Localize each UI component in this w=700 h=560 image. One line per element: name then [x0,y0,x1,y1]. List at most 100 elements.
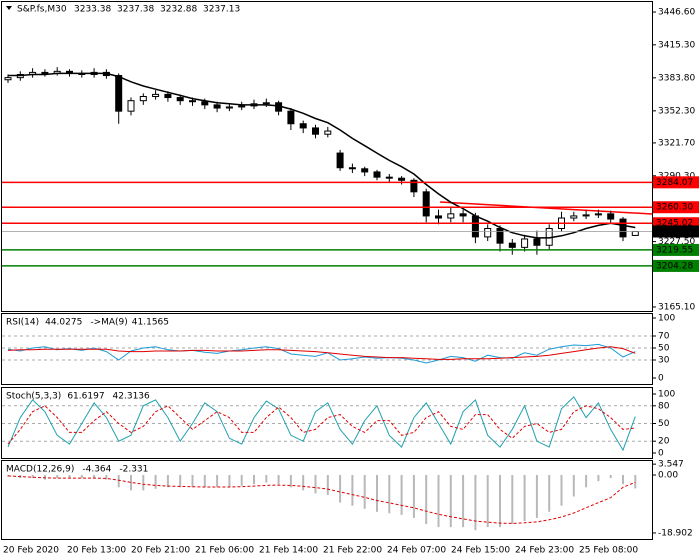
candle-body [176,97,184,102]
x-tick-label: 20 Feb 21:00 [131,546,190,556]
candle-body [410,179,418,193]
y-tick-label: 50 [658,344,670,354]
symbol-title: S&P.fs,M30 [17,5,67,15]
ma-label: ->MA(9) [90,318,127,328]
level-label: 3260.30 [656,203,693,213]
trend-line [439,201,653,215]
ohlc-value: 3232.88 [160,5,197,15]
level-label: 3245.02 [656,219,693,229]
panel-title: MACD(12,26,9) [6,465,74,475]
panel-title: RSI(14) [6,318,39,328]
x-tick-label: 24 Feb 15:00 [451,546,510,556]
level-label-box [653,243,699,256]
candle-body [189,100,196,103]
candle-body [398,177,406,181]
y-tick-label: 70 [658,332,670,342]
menu-arrow [6,6,12,10]
candle-body [287,110,295,125]
y-tick-label: 3227.50 [658,237,695,247]
indicator-value: 42.3136 [113,392,150,402]
x-tick-label: 25 Feb 08:00 [579,546,638,556]
y-tick-label: 30 [658,356,670,366]
y-tick-label: -18.902 [658,528,693,538]
candle-body [607,213,615,220]
x-tick-label: 21 Feb 06:00 [195,546,254,556]
candle-body [41,71,49,74]
y-tick-label: 100 [658,314,675,324]
ohlc-value: 3237.38 [117,5,154,15]
level-label: 3284.07 [656,178,693,188]
y-tick-label: 0.00 [658,471,678,481]
y-tick-label: 3383.80 [658,73,695,83]
candle-body [582,214,590,217]
y-tick-label: 20 [658,437,670,447]
candle-body [348,167,356,170]
candle-body [238,105,246,108]
y-tick-label: 3290.30 [658,171,695,181]
candle-body [312,127,319,135]
x-tick-label: 24 Feb 23:00 [515,546,574,556]
indicator-value: -2.331 [119,465,148,475]
ohlc-value: 3237.13 [203,5,240,15]
indicator-line [7,346,636,360]
candle-body [594,213,602,216]
candle-body [521,238,529,248]
level-label: 3219.55 [656,245,693,255]
y-tick-label: 80 [658,401,670,411]
level-label-box [653,201,699,214]
x-tick-label: 24 Feb 07:00 [387,546,446,556]
price-panel [1,1,653,312]
y-tick-label: 3.547 [658,460,684,470]
indicator-line [7,396,636,452]
signal-line [7,475,636,524]
candle-body [422,191,430,217]
candle-body [225,106,233,109]
candle-body [533,238,541,246]
indicator-line [7,405,636,445]
candle-body [471,215,479,238]
candle-body [361,168,369,173]
candle-body [213,104,221,109]
level-label-box [653,259,699,272]
candle-body [435,215,442,219]
candle-body [127,100,135,112]
candle-body [4,77,12,81]
candle-body [324,130,332,135]
last-price-label: 3237.13 [656,227,693,237]
indicator-value: 41.1565 [132,318,169,328]
candle-body [508,242,516,248]
y-tick-label: 3165.10 [658,302,695,312]
candle-body [496,227,504,244]
candle-body [201,101,209,106]
level-label: 3204.28 [656,261,693,271]
candle-body [139,95,147,102]
candle-body [299,123,307,129]
y-tick-label: 3446.60 [658,8,695,18]
indicator-value: 44.0275 [45,318,82,328]
y-tick-label: 3352.30 [658,106,695,116]
panel-title: Stoch(5,3,3) [6,392,61,402]
x-tick-label: 20 Feb 2020 [3,546,59,556]
y-tick-label: 50 [658,419,670,429]
y-tick-label: 0 [658,449,664,459]
candle-body [484,227,492,238]
y-tick-label: 0 [658,374,664,384]
level-label-box [653,176,699,189]
y-tick-label: 3321.70 [658,138,695,148]
candle-body [373,171,381,178]
candle-body [619,218,627,238]
moving-average [8,72,636,239]
last-price-box [653,225,699,238]
candle-body [459,213,467,217]
rsi-panel [1,313,653,385]
indicator-line [7,343,636,364]
candle-body [570,215,578,219]
candle-body [262,102,270,105]
candle-body [152,93,160,97]
ohlc-value: 3233.38 [74,5,111,15]
candle-body [115,75,123,112]
x-tick-label: 20 Feb 13:00 [67,546,126,556]
